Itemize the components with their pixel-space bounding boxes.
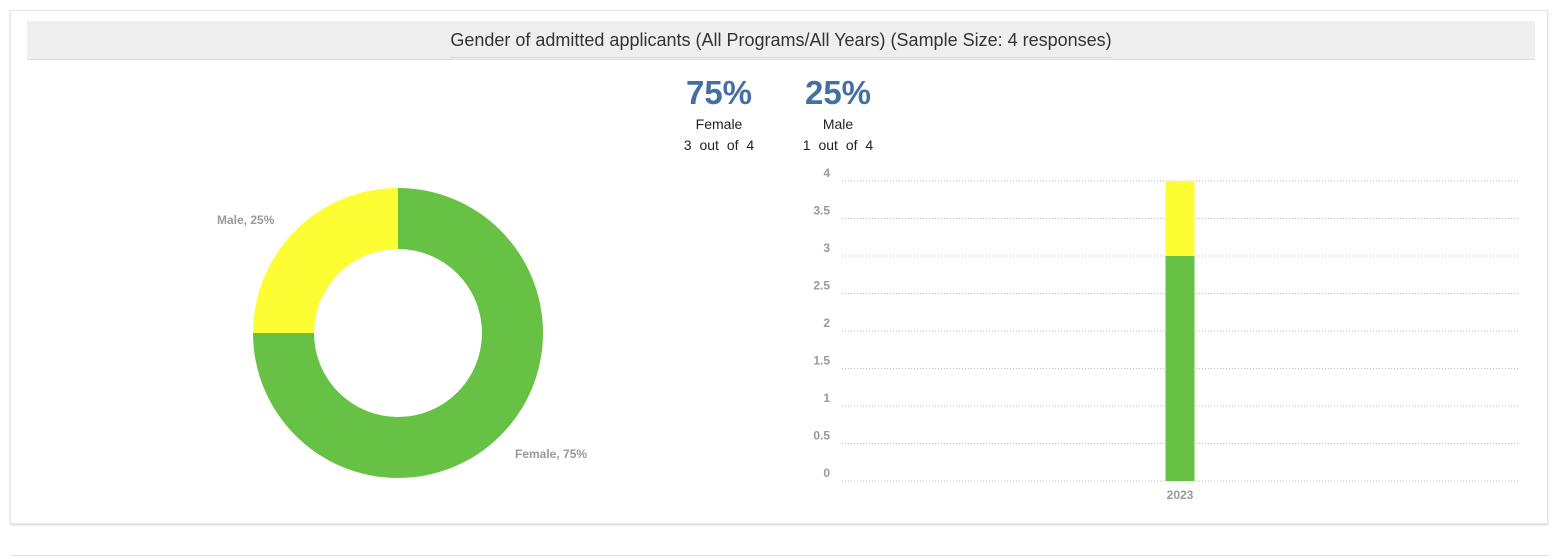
chart-panel: Gender of admitted applicants (All Progr… [10,10,1548,524]
stacked-bar-chart: 0 0.5 1 1.5 2 2.5 3 3.5 4 2023 [813,166,1518,502]
stat-female-count: 3 out of 4 [683,137,755,153]
y-tick-label: 0 [823,466,830,480]
y-tick-label: 3.5 [813,204,830,218]
stat-female-label: Female [695,116,743,132]
chart-title-bar: Gender of admitted applicants (All Progr… [27,21,1535,60]
donut-label-female: Female, 75% [515,447,587,461]
y-tick-label: 2 [823,316,830,330]
x-tick-label: 2023 [1167,488,1194,502]
y-tick-label: 4 [823,166,830,180]
y-tick-label: 1 [823,391,830,405]
stat-male-label: Male [822,116,854,132]
donut-label-male: Male, 25% [217,213,275,227]
stat-male-count: 1 out of 4 [802,137,874,153]
y-tick-label: 2.5 [813,279,830,293]
stat-male-percent: 25% [804,74,872,111]
donut-slice-male [253,188,398,333]
y-tick-label: 3 [823,241,830,255]
bar-segment-male [1165,181,1195,256]
bar-segment-female [1165,256,1195,481]
section-divider [10,555,1548,556]
stat-female: 75% Female 3 out of 4 [659,72,779,156]
donut-chart: Female, 75% Male, 25% [217,188,587,478]
donut-slice-female [253,188,543,478]
chart-title: Gender of admitted applicants (All Progr… [450,30,1112,58]
y-tick-label: 1.5 [813,354,830,368]
stat-male: 25% Male 1 out of 4 [778,72,898,156]
y-tick-label: 0.5 [813,429,830,443]
stat-female-percent: 75% [685,74,753,111]
